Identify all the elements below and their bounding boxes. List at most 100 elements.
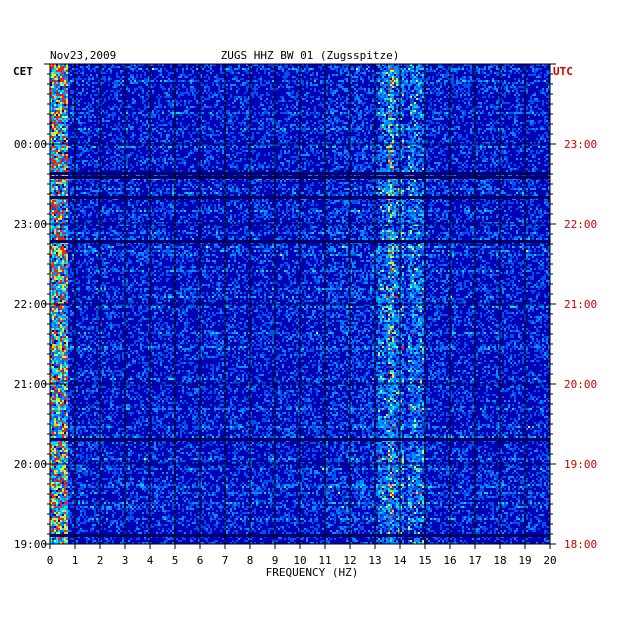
heat-cell [144,116,146,118]
heat-cell [212,114,214,116]
heat-cell [156,138,158,140]
heat-cell [394,82,396,84]
heat-cell [110,70,112,72]
heat-cell [382,152,384,154]
heat-cell [372,100,374,102]
heat-cell [408,158,410,160]
heat-cell [422,148,424,150]
heat-cell [58,116,60,118]
heat-cell [198,116,200,118]
heat-cell [250,128,252,130]
heat-cell [78,142,80,144]
heat-cell [236,86,238,88]
heat-cell [102,110,104,112]
heat-cell [544,92,546,94]
heat-cell [62,120,64,122]
heat-cell [178,76,180,78]
heat-cell [296,100,298,102]
heat-cell [452,80,454,82]
heat-cell [360,116,362,118]
heat-cell [288,140,290,142]
heat-cell [366,126,368,128]
heat-cell [352,148,354,150]
heat-cell [446,140,448,142]
heat-cell [438,152,440,154]
heat-cell [422,140,424,142]
heat-cell [90,116,92,118]
heat-cell [318,112,320,114]
heat-cell [380,146,382,148]
heat-cell [494,146,496,148]
heat-cell [180,146,182,148]
heat-cell [52,84,54,86]
heat-cell [388,102,390,104]
heat-cell [90,78,92,80]
heat-cell [202,120,204,122]
heat-cell [56,150,58,152]
heat-cell [512,86,514,88]
heat-cell [210,116,212,118]
heat-cell [252,106,254,108]
heat-cell [88,68,90,70]
heat-cell [194,80,196,82]
heat-cell [326,102,328,104]
heat-cell [122,64,124,66]
heat-cell [514,78,516,80]
heat-cell [416,140,418,142]
heat-cell [202,84,204,86]
heat-cell [532,74,534,76]
heat-cell [366,98,368,100]
heat-cell [546,88,548,90]
heat-cell [162,110,164,112]
heat-cell [458,134,460,136]
heat-cell [152,130,154,132]
heat-cell [212,132,214,134]
heat-cell [140,156,142,158]
heat-cell [480,80,482,82]
heat-cell [192,124,194,126]
heat-cell [166,116,168,118]
heat-cell [432,122,434,124]
heat-cell [302,130,304,132]
heat-cell [446,126,448,128]
heat-cell [436,92,438,94]
heat-cell [82,90,84,92]
heat-cell [90,96,92,98]
heat-cell [218,78,220,80]
heat-cell [194,94,196,96]
heat-cell [122,128,124,130]
heat-cell [516,110,518,112]
heat-cell [342,82,344,84]
heat-cell [300,154,302,156]
heat-cell [482,112,484,114]
heat-cell [148,102,150,104]
heat-cell [356,128,358,130]
heat-cell [250,110,252,112]
heat-cell [256,144,258,146]
heat-cell [402,148,404,150]
heat-cell [284,72,286,74]
heat-cell [170,156,172,158]
heat-cell [408,108,410,110]
heat-cell [378,80,380,82]
heat-cell [72,132,74,134]
heat-cell [220,106,222,108]
heat-cell [472,92,474,94]
heat-cell [262,68,264,70]
heat-cell [514,94,516,96]
heat-cell [182,118,184,120]
heat-cell [246,112,248,114]
heat-cell [452,120,454,122]
heat-cell [468,116,470,118]
heat-cell [50,102,52,104]
heat-cell [116,148,118,150]
heat-cell [456,116,458,118]
heat-cell [218,80,220,82]
heat-cell [186,68,188,70]
heat-cell [326,86,328,88]
heat-cell [58,146,60,148]
heat-cell [380,150,382,152]
heat-cell [472,80,474,82]
heat-cell [402,76,404,78]
heat-cell [512,82,514,84]
